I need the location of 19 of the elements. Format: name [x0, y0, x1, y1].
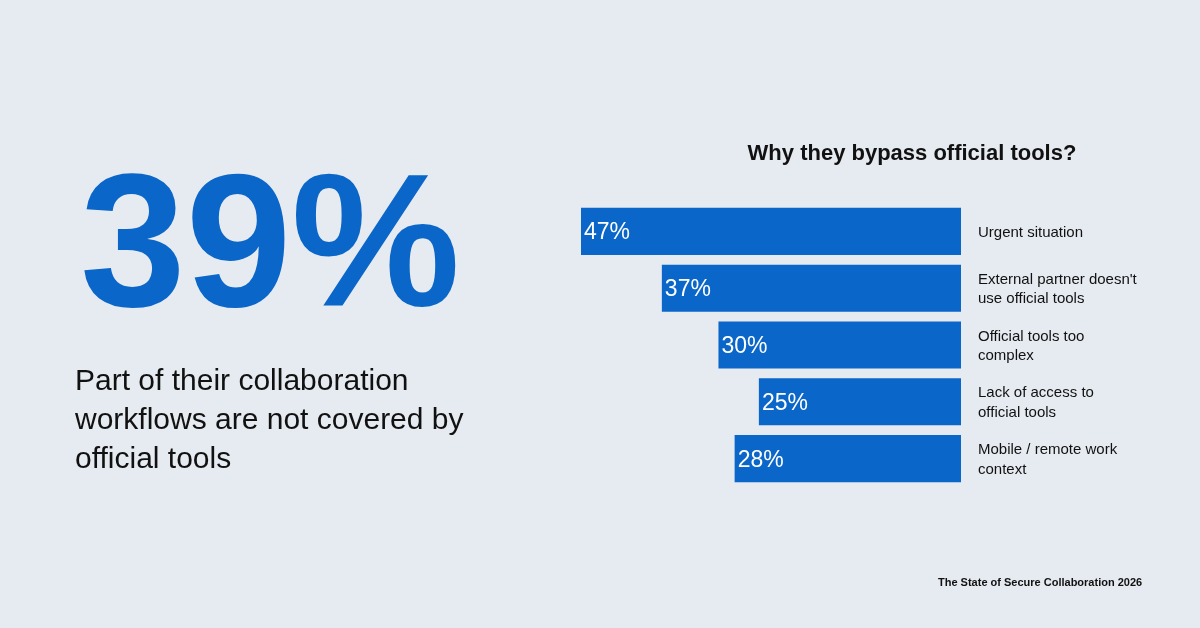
text: Part of their collaboration workflows are not covered by official tools [74, 363, 464, 474]
text: The State of Secure Collaboration 2026 [938, 576, 1143, 588]
bar [661, 264, 961, 312]
data-label: 37% [664, 275, 711, 302]
bar [581, 207, 961, 255]
data-label: 47% [584, 218, 631, 245]
y-tick-label: Mobile / remote work context [978, 440, 1118, 477]
y-tick-label: External partner doesn't use official tools [978, 269, 1138, 307]
y-tick-label: Lack of access to official tools [978, 383, 1094, 420]
bar [718, 321, 961, 369]
bar [758, 378, 961, 426]
chart-title: Why they bypass official tools? [747, 139, 1077, 165]
data-label: 30% [721, 332, 768, 358]
text: 39% [80, 134, 461, 346]
y-tick-label: Official tools too complex [978, 326, 1085, 363]
data-label: 25% [761, 388, 808, 415]
data-label: 28% [737, 445, 784, 472]
bar [734, 435, 961, 483]
y-tick-label: Urgent situation [978, 222, 1084, 240]
